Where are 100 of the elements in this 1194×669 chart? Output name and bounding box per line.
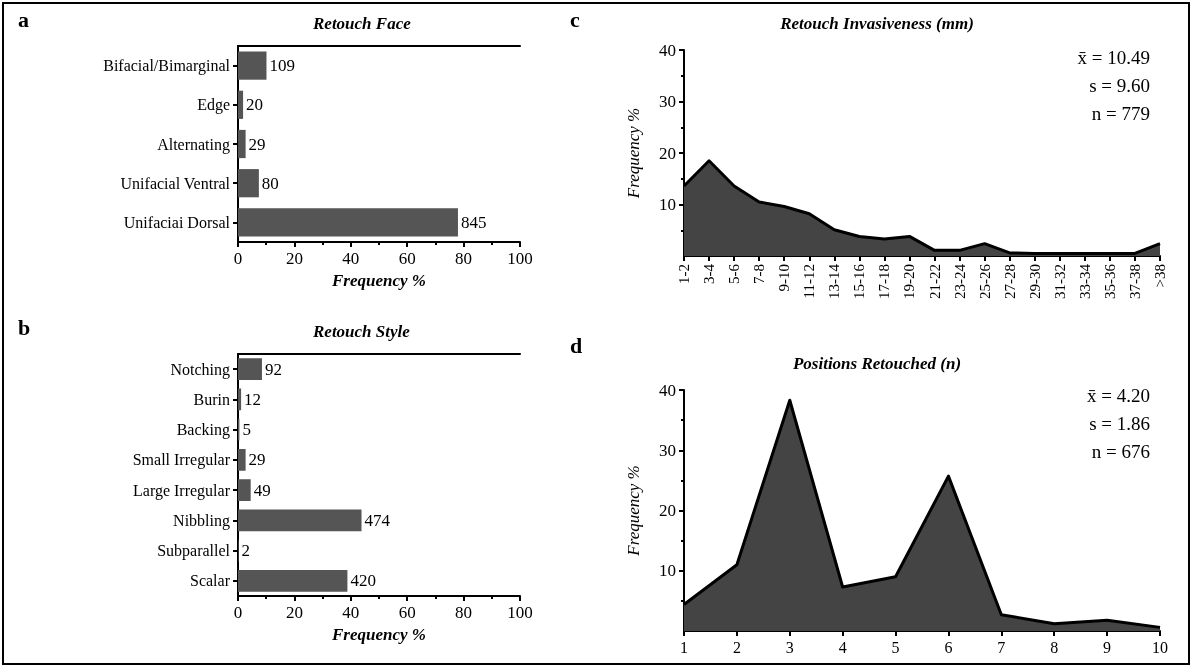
x-tick-label: 10: [1152, 638, 1168, 656]
y-tick-label: Bifacial/Bimarginal: [103, 57, 231, 76]
x-tick-label: 2: [732, 638, 741, 656]
x-tick-label: 8: [1050, 638, 1059, 656]
x-tick-label: 11-12: [801, 264, 818, 299]
annotation: 12: [244, 389, 262, 409]
annotation: 20: [246, 95, 264, 115]
annotation: 2: [241, 541, 251, 561]
x-tick-label: 23-24: [951, 263, 968, 299]
x-tick-label: 4: [838, 638, 847, 656]
y-tick-label: 40: [659, 40, 676, 60]
x-tick-label: 7: [997, 638, 1006, 656]
y-tick-label: Notching: [170, 360, 230, 379]
bar: [238, 208, 458, 237]
x-tick-label: 1-2: [676, 264, 692, 284]
x-tick-label: 9: [1103, 638, 1112, 656]
y-tick-label: 20: [659, 143, 676, 163]
annotation: 29: [248, 134, 266, 154]
annotation: x̄ = 10.49: [1077, 47, 1150, 68]
x-tick-label: 40: [342, 603, 360, 622]
y-tick-label: Alternating: [157, 135, 230, 154]
x-tick-label: 19-20: [901, 264, 918, 299]
y-tick-label: Subparallel: [157, 542, 231, 561]
x-tick-label: 17-18: [876, 264, 893, 299]
x-tick-label: 31-32: [1051, 264, 1068, 299]
chart-title: Positions Retouched (n): [791, 354, 962, 373]
annotation: n = 676: [1091, 441, 1150, 462]
text: b: [18, 314, 31, 340]
x-axis-title: Frequency %: [331, 624, 426, 644]
x-tick-label: >38: [1152, 264, 1168, 288]
y-tick-label: Small Irregular: [132, 451, 231, 470]
annotation: 49: [253, 480, 271, 500]
x-tick-label: 6: [944, 638, 953, 656]
y-tick-label: Scalar: [190, 572, 231, 590]
text: c: [570, 6, 580, 32]
x-tick-label: 37-38: [1126, 264, 1143, 299]
bar: [238, 90, 244, 119]
annotation: s = 9.60: [1089, 75, 1150, 96]
x-tick-label: 60: [398, 603, 416, 622]
x-tick-label: 33-34: [1076, 263, 1093, 299]
x-tick-label: 35-36: [1101, 263, 1118, 299]
bar: [238, 448, 246, 471]
y-tick-label: 20: [659, 501, 676, 520]
bar: [238, 358, 262, 381]
annotation: n = 779: [1091, 103, 1150, 124]
x-tick-label: 80: [455, 249, 473, 268]
chart-title: Retouch Invasiveness (mm): [779, 14, 974, 33]
x-tick-label: 40: [342, 249, 360, 268]
y-tick-label: Backing: [176, 421, 230, 440]
text: d: [570, 332, 583, 358]
x-tick-label: 80: [455, 603, 473, 622]
annotation: s = 1.86: [1089, 413, 1150, 434]
y-axis-title: Frequency %: [624, 107, 643, 200]
y-tick-label: 10: [659, 561, 676, 581]
y-tick-label: Burin: [193, 390, 230, 408]
y-tick-label: Nibbling: [173, 511, 230, 530]
bar: [238, 169, 259, 198]
bar: [238, 479, 251, 502]
y-tick-label: 30: [659, 92, 676, 111]
annotation: 92: [264, 359, 282, 379]
annotation: 5: [242, 420, 251, 440]
x-tick-label: 29-30: [1026, 264, 1043, 299]
chart-title: Retouch Face: [312, 14, 412, 33]
annotation: 845: [460, 212, 487, 232]
x-tick-label: 100: [507, 603, 533, 622]
x-tick-label: 0: [233, 603, 243, 622]
x-tick-label: 13-14: [826, 263, 843, 299]
x-tick-label: 20: [285, 603, 303, 622]
bar: [238, 388, 242, 411]
annotation: 420: [350, 571, 376, 591]
annotation: 80: [261, 173, 279, 193]
annotation: 29: [248, 450, 266, 470]
x-axis-title: Frequency %: [331, 270, 426, 290]
x-tick-label: 25-26: [976, 263, 993, 299]
bar: [238, 509, 362, 532]
x-tick-label: 1: [680, 638, 688, 656]
x-tick-label: 15-16: [851, 263, 868, 299]
x-tick-label: 20: [285, 249, 303, 268]
text: a: [18, 6, 29, 32]
bar: [238, 129, 246, 159]
y-axis-title: Frequency %: [624, 465, 643, 557]
x-tick-label: 27-28: [1001, 264, 1018, 299]
bar: [238, 569, 348, 592]
y-tick-label: 30: [659, 440, 676, 460]
x-tick-label: 7-8: [751, 264, 768, 284]
y-tick-label: Large Irregular: [133, 481, 231, 500]
y-tick-label: Edge: [197, 96, 230, 115]
x-tick-label: 5: [891, 638, 900, 656]
chart-title: Retouch Style: [312, 322, 411, 341]
x-tick-label: 5-6: [726, 263, 743, 284]
x-tick-label: 21-22: [926, 264, 943, 299]
annotation: 474: [364, 510, 391, 530]
annotation: 109: [269, 56, 295, 76]
y-tick-label: Unifacial Ventral: [120, 174, 231, 192]
y-tick-label: 40: [659, 380, 676, 400]
x-tick-label: 100: [507, 249, 533, 268]
bar: [238, 51, 267, 80]
y-tick-label: Unifaciai Dorsal: [123, 213, 231, 231]
annotation: x̄ = 4.20: [1087, 385, 1150, 406]
x-tick-label: 60: [398, 249, 416, 268]
